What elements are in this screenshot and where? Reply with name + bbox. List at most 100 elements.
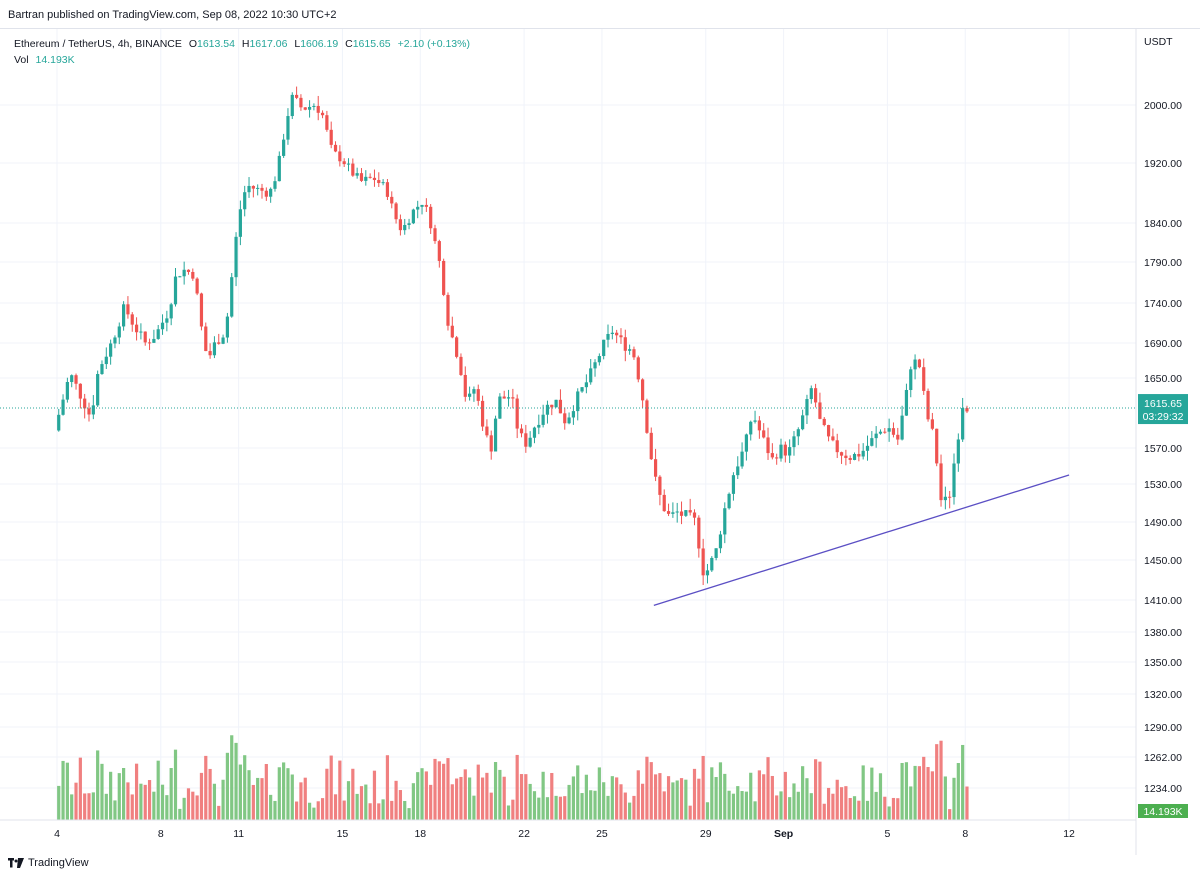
candle-body	[476, 389, 480, 401]
candle-body	[320, 112, 325, 116]
candle-body	[398, 219, 403, 231]
volume-bar	[584, 774, 588, 820]
volume-bar	[757, 770, 761, 820]
time-tick-label: 15	[337, 828, 349, 840]
candle-body	[900, 415, 904, 440]
candle-body	[692, 512, 697, 518]
candle-body	[649, 432, 653, 460]
candle-body	[403, 224, 407, 231]
candle-body	[952, 463, 956, 498]
price-tick-label: 1410.00	[1144, 595, 1182, 607]
candle-body	[221, 337, 225, 344]
volume-bar	[917, 766, 922, 820]
volume-bar	[312, 807, 316, 820]
candle-body	[109, 343, 113, 357]
volume-bar	[753, 801, 757, 820]
candle-body	[805, 399, 809, 416]
price-tick-label: 1490.00	[1144, 517, 1182, 529]
volume-bar	[718, 762, 723, 820]
volume-bar	[204, 755, 208, 820]
volume-bar	[346, 781, 351, 820]
candle-body	[407, 223, 411, 225]
candle-body	[913, 359, 917, 370]
candle-body	[424, 204, 428, 207]
time-tick-label: Sep	[774, 828, 793, 840]
volume-bar	[679, 778, 684, 820]
candle-body	[723, 508, 727, 535]
volume-bar	[900, 762, 904, 820]
volume-bar	[437, 761, 441, 820]
volume-bar	[519, 774, 524, 820]
volume-bar	[485, 772, 489, 820]
chart-frame[interactable]: USDT 2000.00 1920.00 1840.00 1790.00 1740.00…	[0, 28, 1200, 855]
volume-bar	[528, 783, 532, 820]
volume-bar	[619, 784, 623, 820]
volume-bar	[290, 774, 294, 820]
volume-bar	[506, 805, 511, 820]
candle-body	[186, 269, 191, 272]
volume-bar	[191, 791, 195, 820]
candle-body	[580, 387, 584, 392]
candle-body	[788, 447, 792, 456]
candle-body	[316, 105, 320, 113]
volume-bar	[238, 764, 242, 820]
candle-body	[173, 276, 178, 305]
volume-bar	[861, 765, 865, 820]
candle-body	[282, 139, 286, 156]
volume-bar	[100, 763, 104, 820]
volume-legend: Vol 14.193K	[14, 54, 75, 66]
volume-bar	[558, 796, 563, 820]
volume-bar	[243, 755, 247, 820]
volume-bar	[122, 768, 126, 820]
candle-body	[65, 382, 69, 400]
footer-brand[interactable]: TradingView	[8, 857, 89, 869]
candle-body	[852, 453, 857, 460]
volume-bar	[904, 762, 909, 820]
price-tick-label: 1234.00	[1144, 783, 1182, 795]
candle-body	[653, 459, 658, 477]
volume-bar	[926, 767, 930, 820]
candle-body	[870, 438, 874, 446]
volume-bar	[844, 786, 848, 820]
candle-body	[835, 440, 839, 453]
volume-bar	[589, 790, 593, 820]
volume-bar	[57, 785, 61, 820]
volume-bar	[606, 795, 610, 820]
candle-body	[394, 203, 398, 220]
candle-body	[917, 359, 922, 368]
volume-bar	[788, 797, 792, 820]
last-volume-badge: 14.193K	[1138, 804, 1188, 818]
volume-bar	[126, 782, 130, 820]
volume-bar	[571, 776, 576, 820]
candle-body	[273, 181, 277, 189]
candle-body	[878, 431, 883, 434]
candle-body	[364, 176, 368, 181]
volume-bar	[770, 775, 774, 820]
volume-bar	[381, 799, 385, 820]
volume-bar	[139, 783, 143, 820]
candle-body	[610, 332, 614, 334]
candle-body	[753, 420, 757, 422]
candle-body	[731, 475, 736, 494]
volume-bar	[818, 761, 822, 820]
volume-bar	[710, 767, 714, 820]
volume-bar	[286, 768, 290, 820]
volume-bar	[78, 757, 82, 820]
volume-bar	[545, 797, 550, 820]
volume-bar	[809, 793, 813, 820]
candle-body	[143, 331, 147, 343]
volume-bar	[961, 744, 965, 820]
candle-body	[658, 476, 662, 495]
price-tick-label: 1840.00	[1144, 218, 1182, 230]
candle-body	[57, 414, 61, 431]
volume-bar	[567, 784, 571, 820]
candle-body	[225, 316, 230, 338]
volume-bar	[403, 800, 407, 820]
volume-bar	[364, 784, 368, 820]
candle-body	[671, 512, 675, 514]
open-value: 1613.54	[196, 38, 235, 50]
volume-bar	[935, 744, 939, 820]
candlestick-chart[interactable]: USDT 2000.00 1920.00 1840.00 1790.00 1740.00…	[0, 29, 1200, 855]
candle-body	[909, 369, 913, 390]
time-tick-label: 4	[54, 828, 60, 840]
